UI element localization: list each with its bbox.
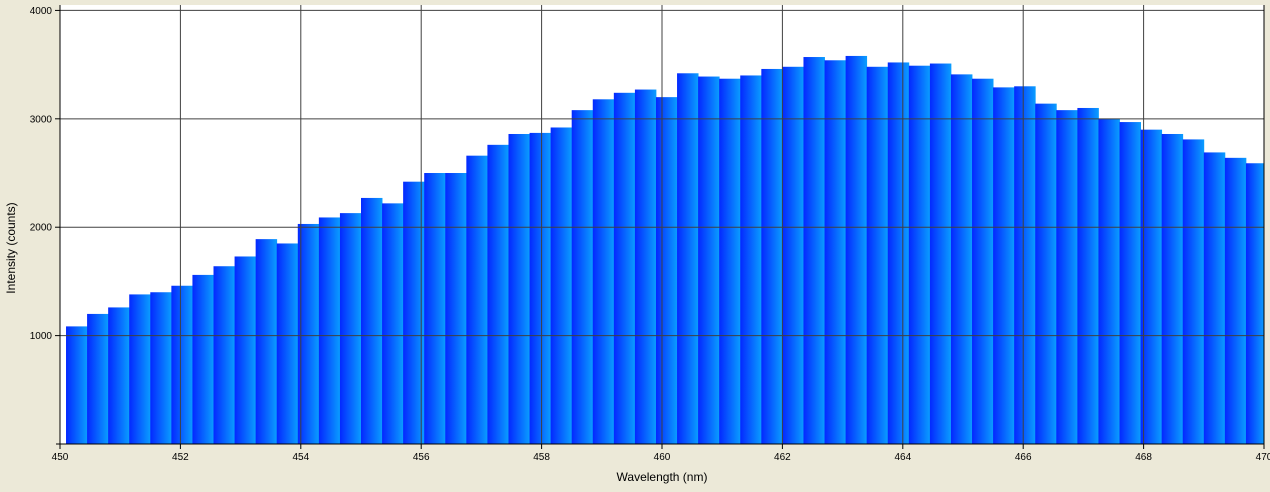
bar (1056, 110, 1078, 444)
bar (803, 57, 825, 444)
y-tick-label: 4000 (30, 6, 53, 17)
bar (613, 92, 636, 445)
bar (1182, 139, 1205, 444)
bar (677, 73, 699, 445)
x-tick-label: 470 (1256, 452, 1270, 463)
x-tick-label: 464 (894, 452, 911, 463)
bar (1203, 152, 1226, 444)
bar (508, 133, 530, 445)
bar (487, 144, 509, 444)
bar (1245, 163, 1265, 445)
bar (993, 87, 1015, 444)
x-tick-label: 468 (1135, 452, 1152, 463)
bar (698, 76, 720, 444)
bar (234, 256, 257, 444)
bar (887, 62, 910, 445)
bar (150, 292, 172, 444)
bar (1161, 133, 1184, 445)
bar (87, 313, 109, 444)
x-tick-labels: 450 452 454 456 458 460 462 464 466 468 470 (52, 452, 1270, 463)
bar (1035, 103, 1057, 445)
bar (908, 65, 931, 444)
bar (318, 217, 341, 444)
bar (1098, 118, 1120, 444)
bar (213, 266, 235, 444)
bar-series (66, 55, 1265, 445)
bar (571, 110, 594, 444)
x-tick-label: 462 (774, 452, 791, 463)
y-tick-label: 1000 (30, 331, 53, 342)
bar (592, 99, 615, 444)
x-tick-label: 450 (52, 452, 69, 463)
bar (719, 78, 741, 444)
bar (929, 63, 952, 445)
bar (782, 66, 804, 444)
bar (866, 66, 889, 444)
bar (634, 89, 657, 444)
grid-lines (60, 5, 1265, 444)
bar (424, 173, 446, 445)
y-axis-label: Intensity (counts) (4, 202, 18, 293)
bar (382, 203, 404, 444)
bar (108, 307, 130, 444)
bar (403, 181, 425, 444)
bar (761, 68, 783, 444)
bar (255, 239, 278, 444)
bar (361, 197, 383, 444)
bar (845, 55, 868, 444)
x-tick-label: 452 (172, 452, 189, 463)
bar (171, 285, 193, 444)
bar (66, 326, 88, 444)
x-tick-label: 466 (1015, 452, 1032, 463)
bar (1077, 107, 1099, 444)
axes (55, 5, 1265, 449)
bar (129, 294, 151, 444)
bar (1119, 122, 1141, 445)
bar (550, 127, 573, 444)
bar (466, 155, 488, 444)
x-tick-label: 454 (292, 452, 309, 463)
bar (1224, 157, 1247, 444)
bar (740, 75, 762, 444)
bar (1140, 129, 1163, 444)
bar (276, 243, 299, 444)
y-tick-label: 2000 (30, 223, 53, 234)
bar (950, 74, 973, 445)
bar (972, 78, 994, 444)
bar (529, 132, 552, 444)
y-tick-label: 3000 (30, 114, 53, 125)
bar (445, 173, 467, 445)
bar (655, 97, 678, 444)
x-tick-label: 460 (654, 452, 671, 463)
x-tick-label: 456 (413, 452, 430, 463)
bar (192, 274, 214, 444)
bar (824, 60, 847, 444)
x-tick-label: 458 (533, 452, 550, 463)
x-axis-label: Wavelength (nm) (617, 470, 708, 484)
bar (339, 213, 362, 444)
bar (297, 223, 320, 444)
y-tick-labels: 1000 2000 3000 4000 (30, 6, 53, 342)
bar (1014, 86, 1036, 444)
